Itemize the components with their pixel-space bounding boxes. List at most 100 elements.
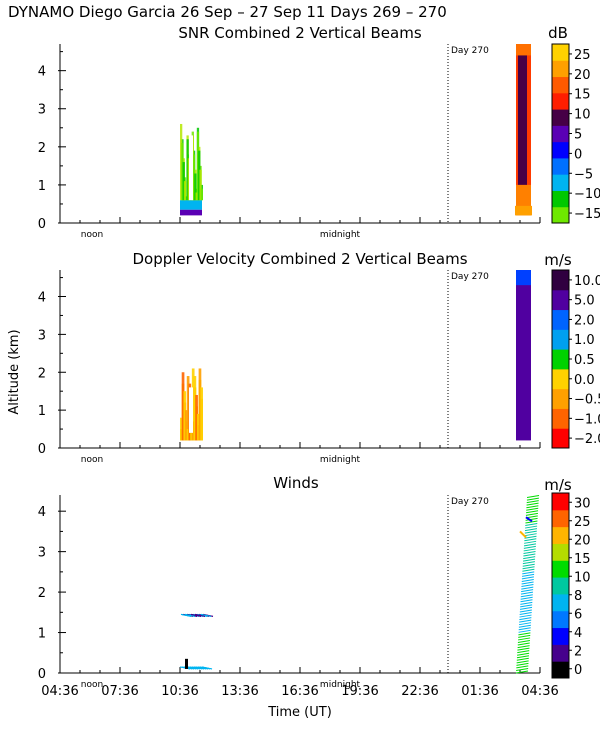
wind-barb xyxy=(524,533,537,537)
wind-barb xyxy=(519,606,533,610)
snr-cloud-cell xyxy=(180,123,183,201)
wind-barb xyxy=(516,660,529,664)
y-tick-label: 1 xyxy=(38,627,46,642)
colorbar-frame xyxy=(551,492,570,679)
colorbar-segment xyxy=(552,157,569,175)
midnight-label: midnight xyxy=(320,455,361,465)
y-tick-label: 1 xyxy=(38,404,46,419)
wind-barb xyxy=(522,568,535,572)
wind-barb xyxy=(525,510,539,514)
y-tick-label: 0 xyxy=(38,217,46,232)
panel1-title: SNR Combined 2 Vertical Beams xyxy=(178,24,421,42)
wind-barb xyxy=(519,612,532,616)
y-tick-label: 2 xyxy=(38,586,46,601)
panel2-title: Doppler Velocity Combined 2 Vertical Bea… xyxy=(132,250,467,268)
noon-label: noon xyxy=(81,230,103,240)
wind-barb xyxy=(516,665,529,669)
wind-barb xyxy=(521,586,534,590)
wind-barb xyxy=(520,599,533,603)
colorbar1-unit: dB xyxy=(548,24,568,42)
snr-cloud-cell xyxy=(192,154,196,201)
colorbar-tick-label: 25 xyxy=(574,48,591,63)
panel-2 xyxy=(58,269,572,449)
wind-barb xyxy=(524,530,537,534)
wind-barb xyxy=(526,495,540,499)
wind-barb xyxy=(517,639,531,643)
wind-barb xyxy=(194,613,206,617)
colorbar-tick-label: 10 xyxy=(574,108,591,123)
wind-barb xyxy=(197,666,209,670)
wind-barb xyxy=(516,667,529,671)
colorbar-tick-label: 5.0 xyxy=(574,294,595,309)
colorbar-segment xyxy=(552,141,569,159)
colorbar-segment xyxy=(552,289,569,311)
x-tick-label: 13:36 xyxy=(221,684,258,699)
wind-barb xyxy=(521,578,534,582)
colorbar-segment xyxy=(552,627,569,645)
snr-base-purple xyxy=(180,209,202,216)
y-tick-label: 0 xyxy=(38,442,46,457)
midnight-label: midnight xyxy=(320,230,361,240)
colorbar-segment xyxy=(552,76,569,94)
y-tick-label: 3 xyxy=(38,103,46,118)
colorbar-segment xyxy=(552,190,569,208)
wind-barb xyxy=(520,601,533,605)
wind-barb xyxy=(520,591,534,595)
colorbar-segment xyxy=(552,92,569,110)
y-tick-label: 3 xyxy=(38,328,46,343)
colorbar-tick-label: 10.0 xyxy=(574,274,600,289)
doppler-cloud-cell xyxy=(193,376,197,441)
y-tick-label: 3 xyxy=(38,546,46,561)
colorbar-segment xyxy=(552,270,569,291)
wind-barb xyxy=(524,535,537,539)
doppler-cloud-cell xyxy=(196,413,200,441)
wind-barb xyxy=(521,576,535,580)
colorbar-tick-label: 5 xyxy=(574,128,582,143)
wind-barb xyxy=(517,647,530,651)
snr-cloud-cell xyxy=(196,131,200,201)
snr-rain-bottom xyxy=(515,205,532,216)
colorbar-segment xyxy=(552,644,569,662)
wind-barb xyxy=(526,505,539,509)
time-axis-label: Time (UT) xyxy=(267,705,332,720)
x-tick-label: 04:36 xyxy=(521,684,558,699)
colorbar-segment xyxy=(552,60,569,78)
colorbar-tick-label: 0 xyxy=(574,147,582,162)
colorbar-segment xyxy=(552,577,569,595)
colorbar-segment xyxy=(552,174,569,191)
doppler-cloud-cell xyxy=(191,368,195,441)
noon-label: noon xyxy=(81,455,103,465)
wind-barb xyxy=(526,500,539,504)
y-tick-label: 2 xyxy=(38,366,46,381)
colorbar-tick-label: 6 xyxy=(574,607,582,622)
panel-3 xyxy=(58,492,572,679)
colorbar-segment xyxy=(552,543,569,561)
wind-barb xyxy=(523,553,536,557)
wind-barb xyxy=(519,619,532,623)
colorbar-tick-label: 2.0 xyxy=(574,313,595,328)
wind-barb xyxy=(522,561,535,565)
snr-cloud-cell xyxy=(200,188,203,201)
doppler-rain-top xyxy=(516,270,531,286)
panel3-title: Winds xyxy=(273,474,319,492)
day-marker-label: Day 270 xyxy=(451,272,489,282)
wind-barb xyxy=(522,571,535,575)
colorbar-segment xyxy=(552,428,569,449)
colorbar-segment xyxy=(552,610,569,629)
panel-1 xyxy=(58,43,572,224)
snr-cloud-cell xyxy=(198,150,201,201)
colorbar-segment xyxy=(552,388,569,409)
doppler-cloud-cell xyxy=(180,417,183,441)
wind-barb xyxy=(526,507,539,511)
colorbar-tick-label: 20 xyxy=(574,533,591,548)
doppler-cloud-cell xyxy=(183,391,187,441)
snr-cloud-cell xyxy=(183,181,187,201)
colorbar-tick-label: 2 xyxy=(574,644,582,659)
snr-cloud-cell xyxy=(195,192,198,201)
colorbar-tick-label: 4 xyxy=(574,626,582,641)
wind-barb xyxy=(187,666,199,670)
wind-barb xyxy=(515,670,529,674)
wind-barb xyxy=(523,543,537,547)
midnight-label: midnight xyxy=(320,680,361,690)
snr-rain-dark xyxy=(518,44,527,185)
